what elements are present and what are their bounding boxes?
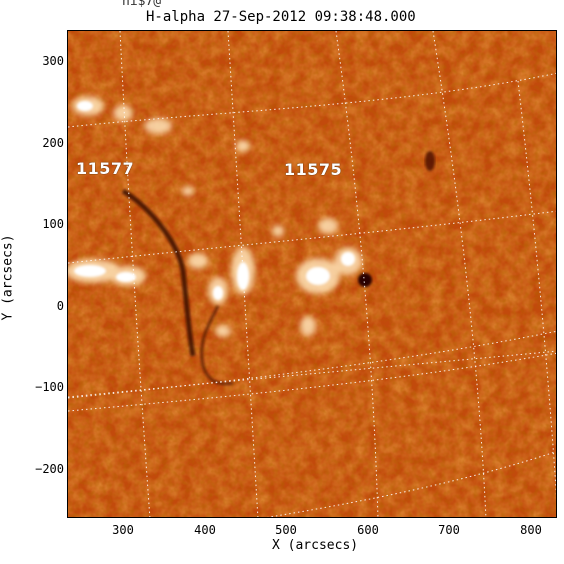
y-axis-label: Y (arcsecs) bbox=[0, 234, 16, 321]
x-tick-label: 300 bbox=[112, 523, 134, 537]
image-title: H-alpha 27-Sep-2012 09:38:48.000 bbox=[146, 9, 416, 25]
active-region-label: 11575 bbox=[284, 160, 343, 179]
x-tick-label: 500 bbox=[275, 523, 297, 537]
x-tick-label: 600 bbox=[357, 523, 379, 537]
x-tick-label: 400 bbox=[194, 523, 216, 537]
active-region-label: 11577 bbox=[76, 159, 135, 178]
y-tick-label: 100 bbox=[42, 217, 64, 231]
y-tick-label: 0 bbox=[56, 299, 64, 313]
h-alpha-image: 11577 11575 bbox=[67, 30, 557, 518]
logo-text: ħī$7@ bbox=[122, 0, 162, 9]
x-axis-label: X (arcsecs) bbox=[272, 538, 359, 553]
y-tick-label: −100 bbox=[35, 380, 64, 394]
y-tick-label: 300 bbox=[42, 54, 64, 68]
y-tick-label: 200 bbox=[42, 136, 64, 150]
y-tick-label: −200 bbox=[35, 462, 64, 476]
x-tick-label: 700 bbox=[438, 523, 460, 537]
x-tick-label: 800 bbox=[520, 523, 542, 537]
